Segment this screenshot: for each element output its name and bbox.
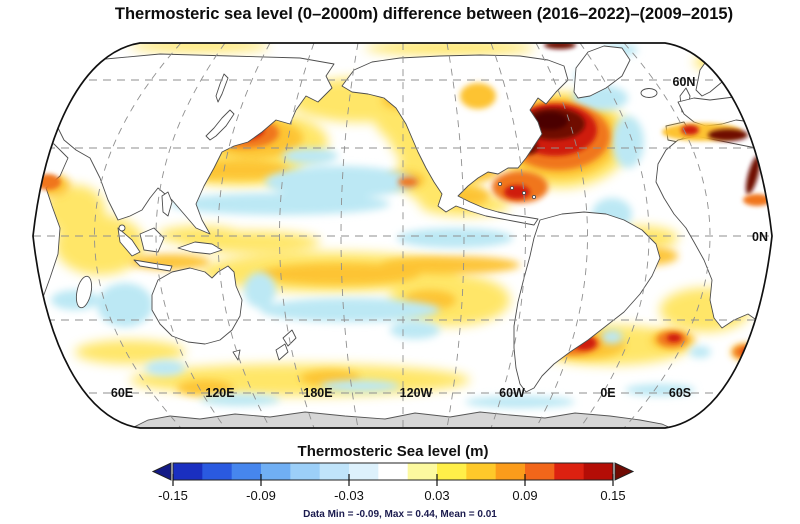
graticule	[33, 43, 772, 428]
land-sumatra	[117, 227, 141, 257]
tick-neg-0-03: -0.03	[334, 488, 364, 503]
colorbar-cell	[407, 463, 438, 480]
black-sea-maroon	[754, 112, 770, 122]
tick-neg-0-09: -0.09	[246, 488, 276, 503]
colorbar-cell	[525, 463, 555, 480]
colorbar-under-arrow	[151, 462, 172, 481]
colorbar-cell	[437, 463, 467, 480]
colorbar-border	[172, 462, 614, 481]
land-antarctica	[127, 411, 676, 428]
land-africa	[655, 135, 772, 333]
colorbar-title: Thermosteric Sea level (m)	[298, 443, 489, 460]
land-iceland	[640, 88, 658, 98]
red-sea-maroon	[745, 155, 761, 195]
colorbar-cells	[173, 463, 614, 480]
colorbar-over-arrow	[614, 462, 635, 481]
persian-gulf-orange	[35, 174, 61, 190]
colorbar-cell	[261, 463, 291, 480]
lon-label-0e: 0E	[600, 386, 615, 400]
colorbar-cell	[554, 463, 585, 480]
caribbean-islands	[497, 181, 537, 200]
tick-pos-0-03: 0.03	[424, 488, 449, 503]
hudson-bay-gold	[460, 83, 496, 109]
colorbar-tick-marks	[172, 474, 614, 486]
map-labels: 60N 0N 60E 120E 180E 120W 60W 0E 60S	[111, 75, 768, 400]
colorbar-cell	[231, 463, 262, 480]
anomaly-cyan-patches	[51, 44, 772, 408]
tick-pos-0-15: 0.15	[600, 488, 625, 503]
land-australia	[151, 265, 243, 345]
east-mediterranean-maroon	[708, 129, 748, 141]
parallels	[33, 79, 772, 394]
lon-label-120e: 120E	[205, 386, 234, 400]
lat-label-0n: 0N	[752, 230, 768, 244]
colorbar-cell	[583, 463, 614, 480]
lon-label-180e: 180E	[303, 386, 332, 400]
land-java	[133, 259, 173, 272]
lon-label-120w: 120W	[400, 386, 433, 400]
land-greenland	[573, 45, 631, 99]
tick-neg-0-15: -0.15	[158, 488, 188, 503]
lat-label-60s: 60S	[669, 386, 691, 400]
lon-label-60e: 60E	[111, 386, 133, 400]
land-borneo	[139, 227, 165, 253]
land-madagascar	[75, 275, 93, 309]
colorbar-cell	[319, 463, 350, 480]
landmasses	[33, 45, 772, 393]
lat-label-60n: 60N	[673, 75, 696, 89]
gulf-of-aden-orange	[743, 194, 771, 206]
colorbar-cell	[495, 463, 526, 480]
tick-pos-0-09: 0.09	[512, 488, 537, 503]
gulf-stream-darkest-core	[532, 112, 568, 130]
land-sri-lanka	[118, 224, 126, 232]
land-north-america	[341, 54, 569, 226]
colorbar-cell	[202, 463, 233, 480]
data-stats-line: Data Min = -0.09, Max = 0.44, Mean = 0.0…	[303, 509, 497, 520]
colorbar-tick-labels: -0.15 -0.09 -0.03 0.03 0.09 0.15	[158, 488, 625, 503]
colorbar-cell	[466, 463, 497, 480]
colorbar-cell	[378, 463, 409, 480]
colorbar: Thermosteric Sea level (m) -0.15 -0.09 -…	[151, 443, 635, 503]
colorbar-cell	[290, 463, 321, 480]
land-japan	[205, 109, 235, 141]
land-philippines	[161, 191, 173, 217]
land-south-america	[513, 211, 661, 393]
map-outline	[32, 42, 773, 429]
land-eurasia	[39, 53, 335, 235]
map-content	[33, 43, 772, 428]
caspian-sea-red	[33, 117, 44, 135]
figure-title: Thermosteric sea level (0–2000m) differe…	[115, 5, 733, 23]
colorbar-cell	[349, 463, 379, 480]
lon-label-60w: 60W	[499, 386, 525, 400]
land-new-guinea	[177, 241, 223, 255]
land-new-zealand-south	[275, 343, 289, 361]
land-sakhalin	[215, 73, 229, 103]
meridians	[94, 43, 711, 428]
colorbar-cell	[173, 463, 203, 480]
